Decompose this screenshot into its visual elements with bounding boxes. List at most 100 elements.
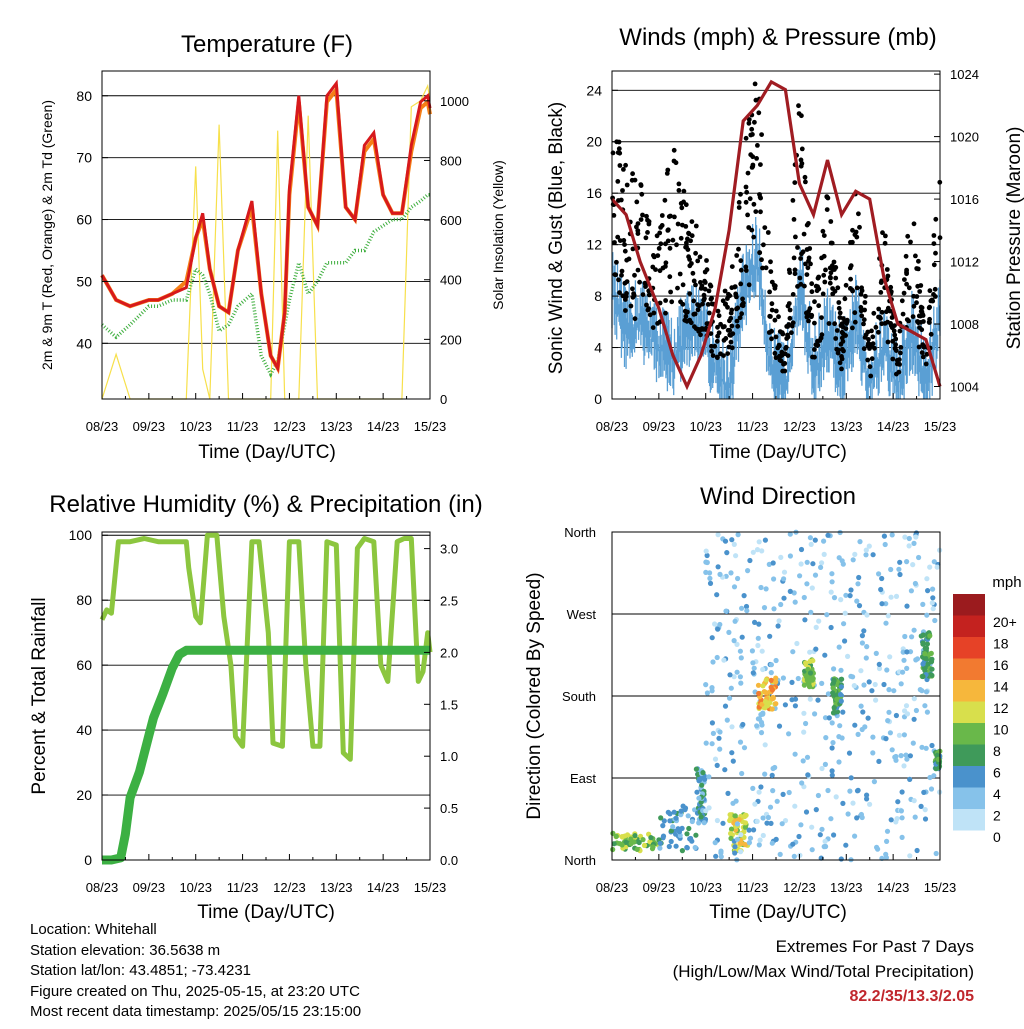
direction-point — [826, 715, 832, 721]
direction-point — [822, 715, 829, 721]
gust-point — [839, 366, 844, 372]
direction-point — [924, 709, 931, 715]
gust-point — [683, 314, 689, 319]
gust-point — [898, 345, 904, 350]
direction-point — [799, 780, 805, 786]
direction-point — [829, 720, 835, 726]
winds-xtick-label: 11/23 — [737, 419, 769, 434]
direction-point — [838, 667, 844, 673]
gust-point — [620, 293, 626, 299]
direction-point — [738, 832, 744, 838]
wind-direction-xtick-label: 12/23 — [783, 880, 816, 895]
direction-point — [863, 547, 869, 553]
direction-point — [773, 701, 779, 707]
direction-point — [830, 710, 837, 716]
gust-point — [769, 307, 775, 313]
gust-point — [638, 217, 644, 223]
gust-point — [657, 230, 663, 236]
direction-point — [714, 817, 721, 824]
gust-point — [809, 289, 815, 295]
direction-point — [794, 640, 800, 647]
gust-point — [899, 298, 905, 304]
gust-point — [702, 286, 708, 292]
gust-point — [868, 342, 873, 347]
direction-point — [933, 765, 940, 771]
direction-point — [899, 815, 905, 821]
direction-point — [866, 679, 872, 685]
direction-point — [703, 559, 709, 565]
direction-point — [790, 841, 796, 847]
gust-point — [685, 309, 690, 315]
direction-point — [828, 589, 834, 595]
gust-point — [653, 267, 658, 272]
direction-point — [760, 666, 766, 673]
direction-point — [728, 685, 734, 691]
direction-point — [750, 670, 756, 676]
direction-point — [864, 612, 870, 618]
gust-point — [911, 221, 917, 227]
direction-point — [770, 695, 776, 702]
direction-point — [854, 598, 860, 604]
direction-point — [755, 642, 761, 649]
direction-point — [756, 621, 762, 627]
direction-point — [732, 844, 738, 850]
direction-point — [854, 788, 861, 794]
gust-point — [884, 267, 890, 272]
direction-point — [763, 677, 769, 683]
pressure-y2tick-label: 1016 — [950, 192, 979, 207]
direction-point — [913, 534, 919, 540]
gust-point — [737, 315, 743, 321]
direction-point — [807, 649, 813, 655]
direction-point — [831, 677, 837, 683]
direction-point — [750, 660, 756, 666]
gust-point — [769, 301, 775, 307]
gust-point — [826, 321, 832, 326]
gust-point — [760, 265, 765, 271]
gust-point — [896, 369, 902, 375]
gust-point — [642, 280, 648, 286]
gust-point — [892, 332, 898, 338]
gust-point — [819, 315, 824, 320]
direction-point — [751, 665, 757, 671]
direction-point — [847, 788, 853, 794]
direction-point — [721, 657, 727, 663]
direction-point — [772, 764, 778, 771]
gust-point — [623, 297, 628, 302]
direction-point — [889, 532, 895, 538]
gust-point — [704, 267, 710, 273]
direction-point — [733, 798, 739, 804]
direction-point — [798, 822, 804, 828]
direction-point — [768, 684, 774, 690]
direction-point — [807, 658, 813, 664]
direction-point — [738, 680, 744, 686]
gust-point — [785, 353, 791, 358]
direction-point — [916, 554, 922, 561]
humidity-y-label: Percent & Total Rainfall — [29, 597, 50, 794]
direction-point — [876, 665, 883, 672]
direction-point — [709, 741, 715, 747]
direction-point — [641, 842, 648, 849]
precip-line — [102, 645, 430, 865]
direction-point — [718, 850, 724, 856]
wind-direction-ytick-label: East — [570, 771, 596, 786]
direction-point — [763, 690, 770, 696]
direction-point — [667, 818, 673, 824]
direction-point — [859, 640, 866, 646]
direction-point — [911, 798, 917, 804]
direction-point — [929, 600, 935, 606]
gust-point — [779, 349, 785, 355]
gust-point — [836, 305, 842, 311]
direction-point — [761, 605, 768, 611]
winds-xtick-label: 08/23 — [596, 419, 629, 434]
direction-point — [781, 595, 787, 601]
gust-point — [666, 214, 672, 220]
temperature-xtick-label: 14/23 — [367, 419, 400, 434]
direction-point — [759, 701, 765, 707]
gust-point — [865, 329, 871, 335]
direction-point — [907, 753, 914, 759]
direction-point — [808, 609, 814, 615]
direction-point — [632, 833, 638, 839]
gust-point — [789, 330, 794, 336]
direction-point — [913, 707, 920, 714]
gust-point — [645, 230, 650, 235]
